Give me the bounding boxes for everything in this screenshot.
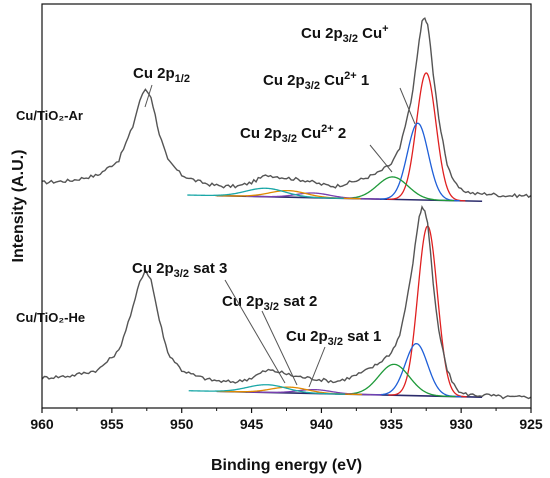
- sample-1-peak-0: [388, 225, 467, 398]
- annotation-cu2plus-2: Cu 2p3/2 Cu2+ 2: [240, 123, 346, 145]
- leader-line-3: [224, 279, 286, 384]
- leader-line-5: [308, 346, 326, 388]
- leader-line-4: [261, 310, 298, 386]
- y-axis-title: Intensity (A.U.): [10, 150, 27, 263]
- annotation-sat-1: Cu 2p3/2 sat 1: [286, 328, 381, 348]
- leader-line-0: [144, 84, 153, 108]
- plot-frame: [41, 3, 532, 409]
- annotation-cu-2p12: Cu 2p1/2: [133, 65, 190, 85]
- leader-line-2: [369, 144, 393, 173]
- sample-1-peak-5: [188, 384, 346, 395]
- sample-0-peak-1: [375, 122, 460, 202]
- x-tick-label-2: 950: [170, 416, 194, 432]
- sample-label-0: Cu/TiO₂-Ar: [16, 108, 83, 123]
- leader-line-1: [399, 87, 416, 125]
- sample-1-peak-1: [371, 342, 462, 398]
- annotation-cu-plus: Cu 2p3/2 Cu+: [301, 23, 389, 45]
- x-tick-label-1: 955: [100, 416, 124, 432]
- annotation-cu2plus-1: Cu 2p3/2 Cu2+ 1: [263, 70, 369, 92]
- sample-1-peak-2: [332, 363, 456, 398]
- sample-1-spectrum: [41, 204, 532, 400]
- x-tick-label-7: 925: [519, 416, 543, 432]
- annotation-sat-3: Cu 2p3/2 sat 3: [132, 260, 227, 280]
- sample-0-spectrum: [41, 17, 532, 199]
- annotation-sat-2: Cu 2p3/2 sat 2: [222, 293, 317, 313]
- sample-0-peak-5: [187, 187, 344, 199]
- x-tick-label-4: 940: [310, 416, 334, 432]
- x-axis-title: Binding energy (eV): [211, 457, 362, 474]
- sample-0-peak-0: [387, 72, 466, 202]
- x-tick-label-3: 945: [240, 416, 264, 432]
- x-tick-label-6: 930: [449, 416, 473, 432]
- x-tick-label-0: 960: [30, 416, 54, 432]
- x-tick-label-5: 935: [380, 416, 404, 432]
- sample-label-1: Cu/TiO₂-He: [16, 310, 85, 325]
